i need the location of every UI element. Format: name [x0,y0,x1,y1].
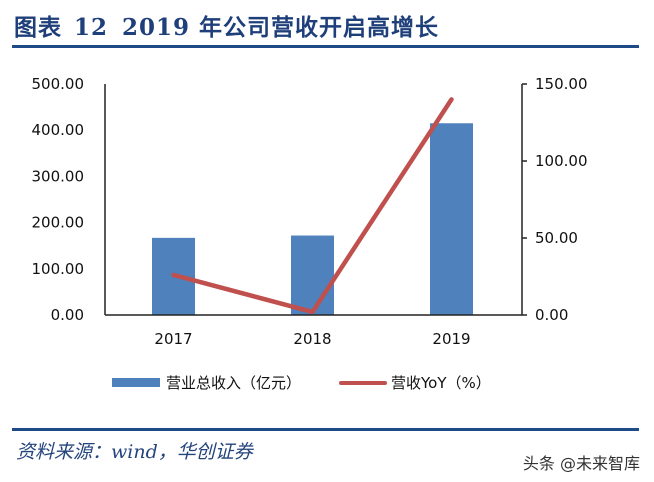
revenue-bar [430,123,473,315]
right-tick-label: 50.00 [535,229,578,247]
x-tick-label: 2019 [432,330,470,348]
x-tick-label: 2018 [293,330,331,348]
figure-title: 图表 12 2019 年公司营收开启高增长 [14,8,439,42]
figure-number: 12 [74,14,109,41]
top-divider [12,45,639,48]
figure-title-text: 2019 年公司营收开启高增长 [122,14,440,41]
watermark: 头条 @未来智库 [522,454,640,473]
left-axis-ticks: 0.00 100.00 200.00 300.00 400.00 500.00 [32,75,85,324]
legend: 营业总收入（亿元） 营收YoY（%） [112,372,491,393]
figure-label: 图表 [14,14,62,41]
right-tick-label: 100.00 [535,152,588,170]
left-tick-label: 400.00 [32,121,85,139]
left-tick-label: 300.00 [32,167,85,185]
left-tick-label: 0.00 [51,306,84,324]
left-tick-label: 500.00 [32,75,85,93]
legend-line-swatch [339,380,388,385]
right-axis-ticks: 0.00 50.00 100.00 150.00 [522,75,588,324]
source-note: 资料来源：wind，华创证券 [16,441,253,463]
right-tick-label: 150.00 [535,75,588,93]
yoy-line [171,97,454,315]
revenue-bar [291,235,334,315]
revenue-bars [152,123,473,315]
right-tick-label: 0.00 [535,306,568,324]
combo-chart: 0.00 100.00 200.00 300.00 400.00 500.00 0.00 5… [32,75,588,348]
left-tick-label: 100.00 [32,260,85,278]
bottom-divider [12,428,639,431]
x-axis-labels: 2017 2018 2019 [154,330,470,348]
x-tick-label: 2017 [154,330,192,348]
legend-bar-label: 营业总收入（亿元） [166,374,302,392]
legend-line-label: 营收YoY（%） [391,374,491,392]
legend-bar-swatch [112,378,160,387]
left-tick-label: 200.00 [32,214,85,232]
